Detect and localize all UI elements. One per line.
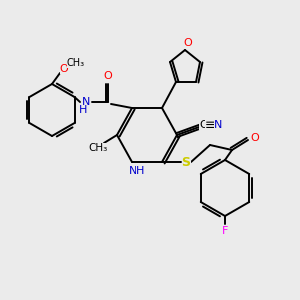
Text: H: H bbox=[136, 166, 144, 176]
Text: O: O bbox=[184, 38, 192, 48]
Text: N: N bbox=[82, 97, 90, 107]
Text: C: C bbox=[199, 120, 207, 130]
Text: O: O bbox=[103, 71, 112, 81]
Text: H: H bbox=[79, 105, 87, 115]
Text: ≡: ≡ bbox=[205, 118, 215, 131]
Text: F: F bbox=[222, 226, 228, 236]
Text: N: N bbox=[129, 166, 137, 176]
Text: CH₃: CH₃ bbox=[67, 58, 85, 68]
Text: CH₃: CH₃ bbox=[88, 143, 108, 153]
Text: N: N bbox=[214, 120, 222, 130]
Text: O: O bbox=[60, 64, 68, 74]
Text: S: S bbox=[182, 155, 190, 169]
Text: O: O bbox=[250, 133, 260, 143]
